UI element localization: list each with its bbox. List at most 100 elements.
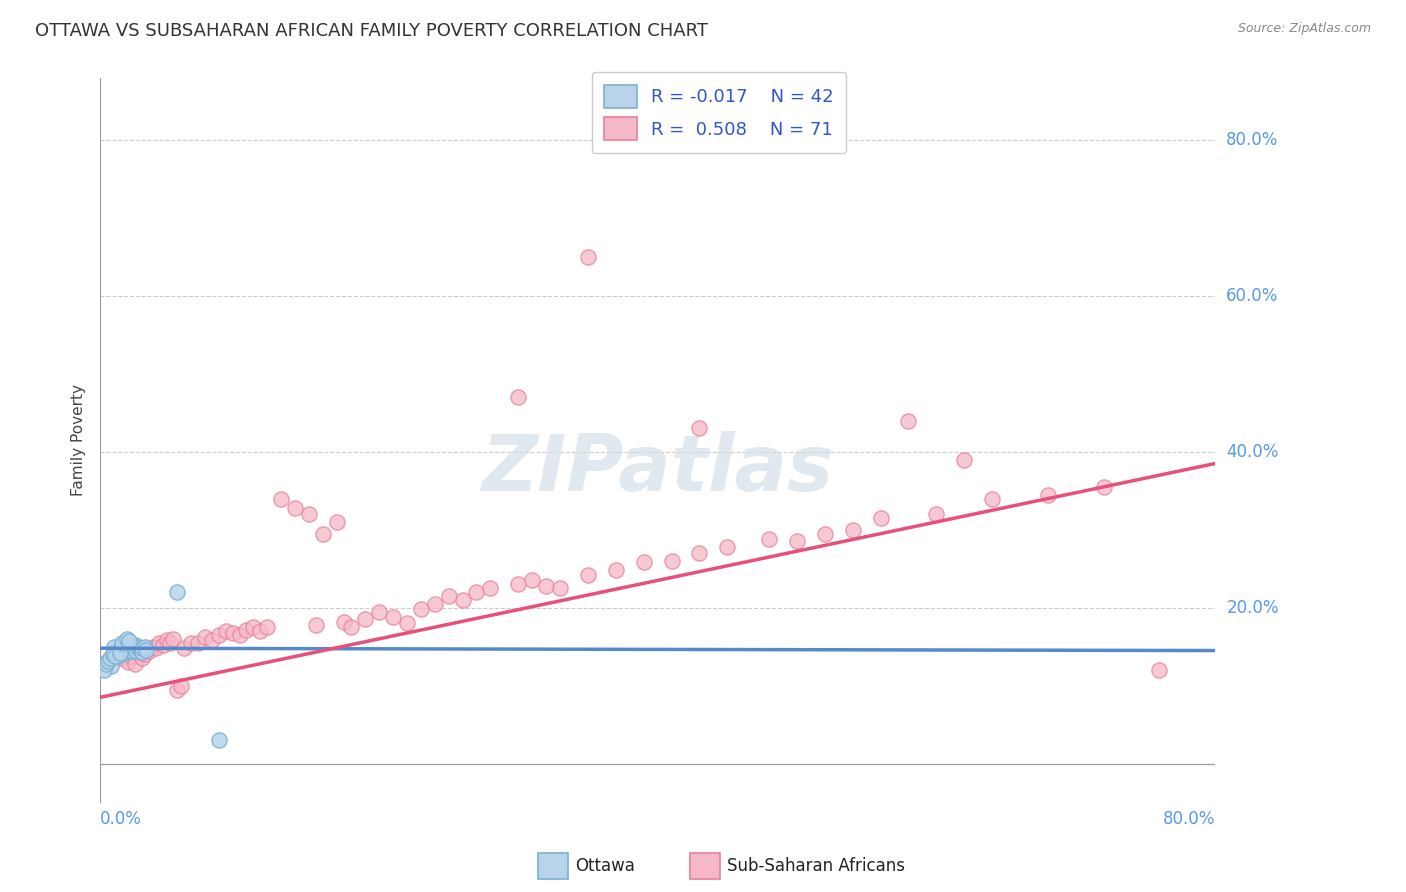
Point [953, 452, 976, 467]
Point [120, 641, 142, 656]
Point [548, 581, 571, 595]
Point [103, 643, 125, 657]
Point [170, 679, 193, 693]
Point [180, 636, 202, 650]
Point [131, 651, 153, 665]
Point [125, 644, 148, 658]
Point [152, 638, 174, 652]
Point [214, 624, 236, 638]
Point [605, 563, 627, 577]
Point [98, 651, 121, 665]
Point [166, 585, 188, 599]
Point [688, 546, 710, 560]
Point [312, 526, 335, 541]
Point [508, 577, 530, 591]
Point [786, 534, 808, 549]
Point [105, 648, 128, 662]
Point [107, 648, 129, 663]
Point [981, 491, 1004, 506]
Point [201, 633, 224, 648]
Point [716, 540, 738, 554]
Point [221, 625, 243, 640]
Point [897, 414, 920, 428]
Point [159, 636, 181, 650]
Point [124, 642, 146, 657]
Point [354, 612, 377, 626]
Point [395, 616, 418, 631]
Point [103, 648, 125, 662]
Point [124, 657, 146, 671]
Point [1036, 488, 1059, 502]
Point [166, 682, 188, 697]
FancyBboxPatch shape [689, 853, 720, 880]
Point [381, 610, 404, 624]
Point [256, 620, 278, 634]
Point [114, 646, 136, 660]
Point [522, 574, 544, 588]
Point [340, 620, 363, 634]
Text: 20.0%: 20.0% [1226, 599, 1279, 616]
Point [228, 628, 250, 642]
Text: 60.0%: 60.0% [1226, 287, 1278, 305]
Point [94, 657, 117, 671]
Point [110, 651, 132, 665]
Point [111, 638, 134, 652]
Point [423, 597, 446, 611]
Text: ZIPatlas: ZIPatlas [481, 431, 834, 508]
Point [305, 617, 328, 632]
Point [100, 659, 122, 673]
Point [129, 643, 152, 657]
Point [148, 636, 170, 650]
Text: 80.0%: 80.0% [1163, 810, 1215, 829]
Point [120, 637, 142, 651]
Point [187, 636, 209, 650]
Point [409, 602, 432, 616]
Text: Ottawa: Ottawa [575, 857, 634, 875]
Point [117, 639, 139, 653]
Point [508, 390, 530, 404]
Y-axis label: Family Poverty: Family Poverty [72, 384, 86, 496]
Point [437, 589, 460, 603]
Point [96, 655, 118, 669]
Text: 0.0%: 0.0% [100, 810, 142, 829]
Point [145, 641, 167, 656]
Point [115, 632, 138, 646]
Point [1092, 480, 1115, 494]
Point [93, 663, 115, 677]
Point [111, 636, 134, 650]
Point [925, 507, 948, 521]
Point [118, 642, 141, 657]
Point [118, 634, 141, 648]
Point [688, 421, 710, 435]
Point [134, 640, 156, 654]
Point [110, 645, 132, 659]
Point [207, 733, 229, 747]
Point [465, 585, 488, 599]
Point [869, 511, 891, 525]
Point [1149, 663, 1171, 677]
Point [576, 568, 599, 582]
Text: OTTAWA VS SUBSAHARAN AFRICAN FAMILY POVERTY CORRELATION CHART: OTTAWA VS SUBSAHARAN AFRICAN FAMILY POVE… [35, 22, 709, 40]
Point [124, 638, 146, 652]
Point [131, 641, 153, 656]
Text: Source: ZipAtlas.com: Source: ZipAtlas.com [1237, 22, 1371, 36]
Point [134, 648, 156, 662]
Point [112, 642, 135, 657]
Point [138, 643, 160, 657]
Point [270, 491, 292, 506]
Legend: R = -0.017    N = 42, R =  0.508    N = 71: R = -0.017 N = 42, R = 0.508 N = 71 [592, 72, 846, 153]
Text: Sub-Saharan Africans: Sub-Saharan Africans [727, 857, 904, 875]
Point [479, 581, 502, 595]
Point [117, 655, 139, 669]
Point [101, 648, 124, 662]
Point [249, 624, 271, 638]
Point [284, 500, 307, 515]
FancyBboxPatch shape [537, 853, 568, 880]
Point [120, 648, 142, 663]
Point [633, 556, 655, 570]
Point [194, 630, 217, 644]
Point [242, 620, 264, 634]
Point [333, 615, 356, 629]
Point [115, 640, 138, 655]
Point [110, 641, 132, 656]
